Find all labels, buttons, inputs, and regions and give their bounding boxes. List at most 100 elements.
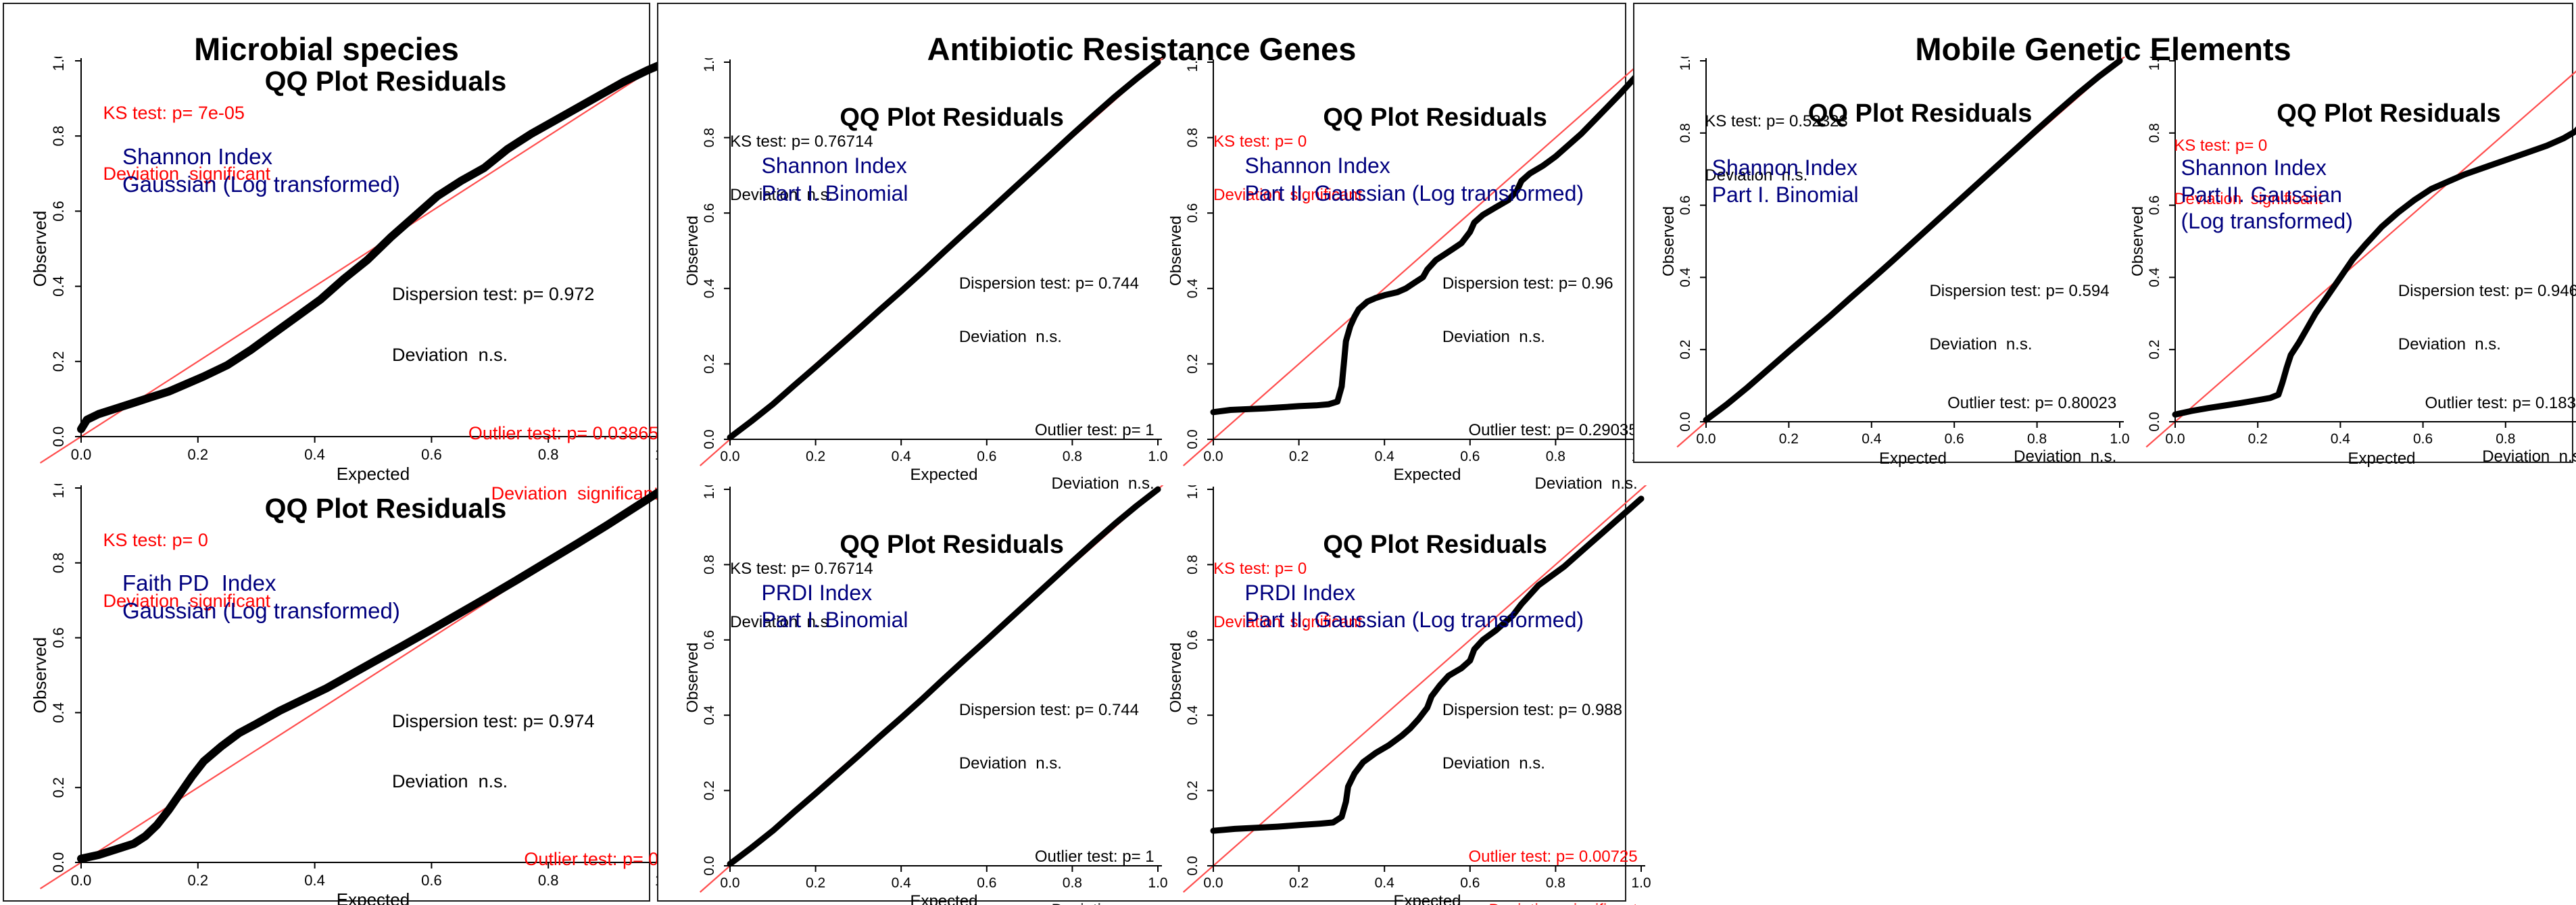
x-axis-label: Expected bbox=[2348, 449, 2415, 468]
identity-line bbox=[39, 57, 673, 464]
x-tick-label: 0.0 bbox=[1696, 431, 1716, 447]
qq-curve bbox=[1210, 495, 1645, 834]
model-label: Part I. Binomial bbox=[761, 180, 908, 205]
y-tick-label: 1.0 bbox=[50, 484, 67, 498]
y-tick-label: 0.2 bbox=[1678, 340, 1693, 360]
y-tick-label: 0.4 bbox=[50, 702, 67, 723]
model-label: Gaussian (Log transformed) bbox=[122, 598, 400, 624]
plot-title: QQ Plot Residuals bbox=[2277, 99, 2501, 128]
x-tick-label: 0.0 bbox=[1203, 875, 1223, 891]
x-tick-label: 0.6 bbox=[421, 872, 442, 889]
y-tick-label: 0.0 bbox=[702, 856, 717, 875]
x-tick-label: 0.8 bbox=[538, 446, 559, 463]
qq-curve bbox=[727, 486, 1161, 867]
dispersion-deviation: Deviation n.s. bbox=[392, 771, 508, 791]
x-tick-label: 0.2 bbox=[1289, 875, 1309, 891]
x-tick-label: 0.4 bbox=[304, 446, 325, 463]
plot-title: QQ Plot Residuals bbox=[1323, 103, 1547, 132]
dispersion-test-value: Dispersion test: p= 0.744 bbox=[958, 701, 1139, 720]
x-tick-label: 1.0 bbox=[2110, 431, 2129, 447]
index-label: Shannon Index bbox=[2181, 155, 2327, 180]
y-tick-label: 0.6 bbox=[1185, 203, 1200, 223]
ks-test-value: KS test: p= 7e-05 bbox=[103, 103, 245, 124]
outlier-test-value: Outlier test: p= 0.03865 bbox=[468, 422, 659, 443]
y-tick-label: 1.0 bbox=[2147, 57, 2162, 71]
x-tick-label: 0.2 bbox=[188, 446, 209, 463]
x-tick-label: 0.0 bbox=[720, 875, 739, 891]
ks-test-value: KS test: p= 0.76714 bbox=[730, 559, 873, 578]
y-tick-label: 0.4 bbox=[2147, 267, 2162, 287]
outlier-deviation: Deviation n.s. bbox=[2014, 447, 2117, 466]
x-tick-label: 0.6 bbox=[1460, 449, 1480, 464]
y-tick-label: 1.0 bbox=[702, 485, 717, 499]
ks-test-deviation: Deviation n.s. bbox=[730, 185, 833, 204]
x-tick-label: 0.0 bbox=[71, 872, 92, 889]
x-tick-label: 0.2 bbox=[806, 875, 825, 891]
ks-test-deviation: Deviation significant bbox=[1213, 612, 1363, 631]
x-tick-label: 0.4 bbox=[892, 875, 912, 891]
x-tick-label: 1.0 bbox=[1148, 875, 1167, 891]
model-label: Part I. Binomial bbox=[1711, 182, 1859, 207]
y-axis-label: Observed bbox=[32, 211, 50, 287]
panel-title: Mobile Genetic Elements bbox=[1915, 31, 2291, 68]
y-tick-label: 0.0 bbox=[1185, 856, 1200, 875]
y-tick-label: 0.2 bbox=[50, 777, 67, 798]
index-label: Shannon Index bbox=[1711, 155, 1857, 180]
plot-title: QQ Plot Residuals bbox=[1323, 530, 1547, 559]
y-tick-label: 0.2 bbox=[2147, 340, 2162, 360]
ks-test-value: KS test: p= 0 bbox=[1213, 559, 1307, 578]
panel-antibiotic-resistance-genes: Antibiotic Resistance Genes 0.0 0.2 0.4 0.6… bbox=[657, 3, 1651, 905]
qq-curve bbox=[1210, 64, 1645, 416]
y-axis-label: Observed bbox=[1170, 642, 1185, 712]
x-tick-label: 0.4 bbox=[2331, 431, 2351, 447]
plot-title: QQ Plot Residuals bbox=[840, 530, 1064, 559]
qq-plot-canvas: 0.00.20.40.60.81.00.00.20.40.60.81.0Expe… bbox=[32, 57, 675, 484]
x-tick-label: 0.8 bbox=[1063, 875, 1082, 891]
dispersion-annotation: Dispersion test: p= 0.972 Deviation n.s. bbox=[392, 245, 594, 406]
y-axis-label: Observed bbox=[1663, 206, 1678, 276]
y-tick-label: 1.0 bbox=[1185, 485, 1200, 499]
ks-test-annotation: KS test: p= 0.76714 Deviation n.s. bbox=[730, 524, 873, 667]
y-tick-label: 0.8 bbox=[1185, 128, 1200, 147]
qq-plot-arg-prdi-binomial: 0.0 0.2 0.4 0.6 0.8 1.0 0.0 0.2 0.4 0.6 0.8 1.0 Expe… bbox=[687, 485, 1169, 905]
x-tick-label: 0.8 bbox=[2027, 431, 2047, 447]
y-tick-label: 0.8 bbox=[2147, 123, 2162, 143]
x-tick-label: 0.8 bbox=[1546, 875, 1565, 891]
y-tick-label: 0.8 bbox=[50, 553, 67, 574]
outlier-deviation: Deviation n.s. bbox=[1534, 474, 1638, 493]
index-label: Faith PD Index bbox=[122, 570, 276, 596]
index-label: PRDI Index bbox=[761, 580, 873, 605]
dispersion-deviation: Deviation n.s. bbox=[958, 754, 1062, 773]
qq-plot-canvas: 0.00.20.40.60.81.00.00.20.40.60.81.0Expe… bbox=[1170, 58, 1651, 484]
y-tick-label: 0.0 bbox=[50, 852, 67, 873]
ks-test-deviation: Deviation significant bbox=[103, 163, 271, 184]
ks-test-deviation: Deviation significant bbox=[1213, 185, 1363, 204]
y-tick-label: 0.4 bbox=[1185, 705, 1200, 725]
y-tick-label: 0.8 bbox=[1185, 555, 1200, 574]
y-tick-label: 0.6 bbox=[50, 201, 67, 222]
y-tick-label: 1.0 bbox=[702, 58, 717, 72]
qq-plot-canvas: 0.00.20.40.60.81.00.00.20.40.60.81.0Expe… bbox=[2132, 57, 2576, 468]
y-tick-label: 0.0 bbox=[2147, 412, 2162, 431]
x-tick-label: 0.0 bbox=[71, 446, 92, 463]
qq-plot-ms-shannon: 0.0 0.2 0.4 0.6 0.8 1.0 0.0 0.2 0.4 0.6 0.8 1.0 Expe… bbox=[32, 57, 675, 504]
x-tick-label: 0.8 bbox=[1063, 449, 1082, 464]
outlier-test-value: Outlier test: p= 0.29035 bbox=[1468, 420, 1638, 439]
dispersion-annotation: Dispersion test: p= 0.744 Deviation n.s. bbox=[959, 666, 1139, 808]
ks-test-annotation: KS test: p= 0 Deviation significant bbox=[103, 491, 271, 652]
ks-test-value: KS test: p= 0 bbox=[1213, 132, 1307, 151]
y-tick-label: 0.4 bbox=[702, 705, 717, 725]
x-axis-label: Expected bbox=[1393, 466, 1461, 484]
ks-test-annotation: KS test: p= 7e-05 Deviation significant bbox=[103, 64, 271, 224]
qq-plot-arg-shannon-gaussian: 0.00.20.40.60.81.00.00.20.40.60.81.0Expe… bbox=[1170, 58, 1652, 493]
identity-line bbox=[1182, 485, 1647, 893]
x-tick-label: 0.4 bbox=[1375, 875, 1395, 891]
y-axis-label: Observed bbox=[2132, 206, 2147, 276]
outlier-test-value: Outlier test: p= 0.00725 bbox=[1468, 848, 1638, 866]
y-tick-label: 0.4 bbox=[1678, 267, 1693, 287]
y-tick-label: 0.2 bbox=[1185, 781, 1200, 800]
qq-plot-mge-shannon-gaussian: 0.00.20.40.60.81.00.00.20.40.60.81.0Expe… bbox=[2132, 57, 2576, 470]
ks-test-deviation: Deviation n.s. bbox=[1705, 166, 1808, 185]
qq-plot-ms-faithpd: 0.00.20.40.60.81.00.00.20.40.60.81.0Expe… bbox=[32, 484, 675, 905]
dispersion-annotation: Dispersion test: p= 0.744 Deviation n.s. bbox=[959, 239, 1139, 382]
